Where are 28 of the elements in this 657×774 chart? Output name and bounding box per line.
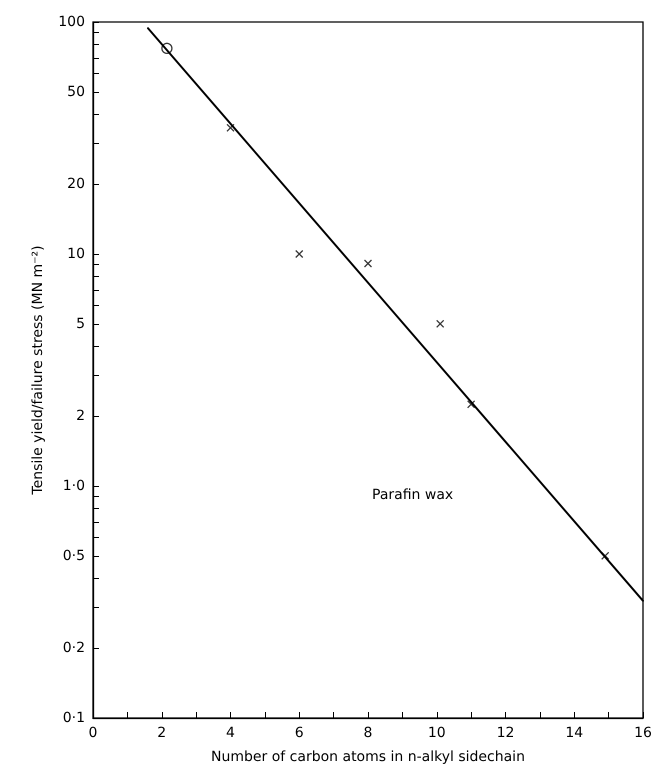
point xyxy=(295,250,304,258)
x-tick-label: 6 xyxy=(294,725,304,741)
y-tick-label: 0·1 xyxy=(62,710,85,726)
y-tick-label: 50 xyxy=(67,84,85,100)
point xyxy=(226,124,235,132)
y-axis-title: Tensile yield/failure stress (MN m⁻²) xyxy=(30,245,46,496)
annotation: Parafin wax xyxy=(372,487,454,503)
point xyxy=(364,259,372,268)
x-tick-label: 14 xyxy=(565,725,584,741)
point xyxy=(436,320,444,328)
y-tick-label: 10 xyxy=(67,246,85,262)
y-tick-label: 20 xyxy=(67,176,85,192)
x-tick-label: 16 xyxy=(634,725,652,741)
x-tick-label: 2 xyxy=(157,725,166,741)
x-tick-label: 12 xyxy=(496,725,514,741)
y-tick-label: 1·0 xyxy=(62,478,85,494)
x-tick-label: 8 xyxy=(364,725,372,741)
y-tick-label: 100 xyxy=(58,14,85,30)
x-tick-label: 4 xyxy=(226,725,236,741)
x-axis-title: Number of carbon atoms in n-alkyl sidechain xyxy=(211,749,525,765)
y-tick-label: 0·2 xyxy=(62,640,85,656)
y-tick-label: 5 xyxy=(76,316,85,332)
point xyxy=(466,400,476,408)
point xyxy=(601,552,610,560)
y-tick-label: 2 xyxy=(76,408,85,424)
x-tick-label: 0 xyxy=(88,725,98,741)
x-tick-label: 10 xyxy=(428,725,446,741)
y-tick-label: 0·5 xyxy=(62,548,85,564)
